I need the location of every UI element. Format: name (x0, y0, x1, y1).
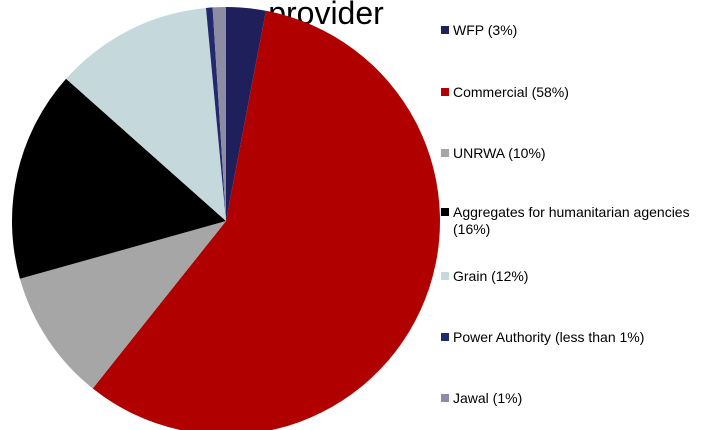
legend-swatch (441, 149, 449, 157)
legend-swatch (441, 394, 449, 402)
legend-item: UNRWA (10%) (441, 145, 703, 162)
legend-item: Commercial (58%) (441, 84, 703, 101)
legend-item: Aggregates for humanitarian agencies (16… (441, 204, 703, 238)
legend-label: Aggregates for humanitarian agencies (16… (453, 204, 690, 237)
pie-slice (92, 10, 440, 430)
legend-swatch (441, 88, 449, 96)
legend-label: Jawal (1%) (453, 390, 523, 406)
legend-label: Commercial (58%) (453, 84, 569, 100)
legend-item: Jawal (1%) (441, 390, 703, 407)
legend-swatch (441, 208, 449, 216)
pie-slice (212, 7, 226, 221)
pie-slice (66, 7, 226, 221)
pie-slice (19, 221, 227, 389)
legend-item: Grain (12%) (441, 268, 703, 285)
pie-slice (205, 7, 226, 221)
legend-item: WFP (3%) (441, 22, 703, 39)
legend-label: UNRWA (10%) (453, 145, 546, 161)
pie-slice (226, 7, 266, 221)
legend-label: Power Authority (less than 1%) (453, 329, 645, 345)
legend-label: WFP (3%) (453, 22, 518, 38)
legend-swatch (441, 272, 449, 280)
legend-item: Power Authority (less than 1%) (441, 329, 703, 346)
legend-swatch (441, 333, 449, 341)
legend-swatch (441, 26, 449, 34)
legend-label: Grain (12%) (453, 268, 529, 284)
pie-slice (12, 78, 227, 279)
